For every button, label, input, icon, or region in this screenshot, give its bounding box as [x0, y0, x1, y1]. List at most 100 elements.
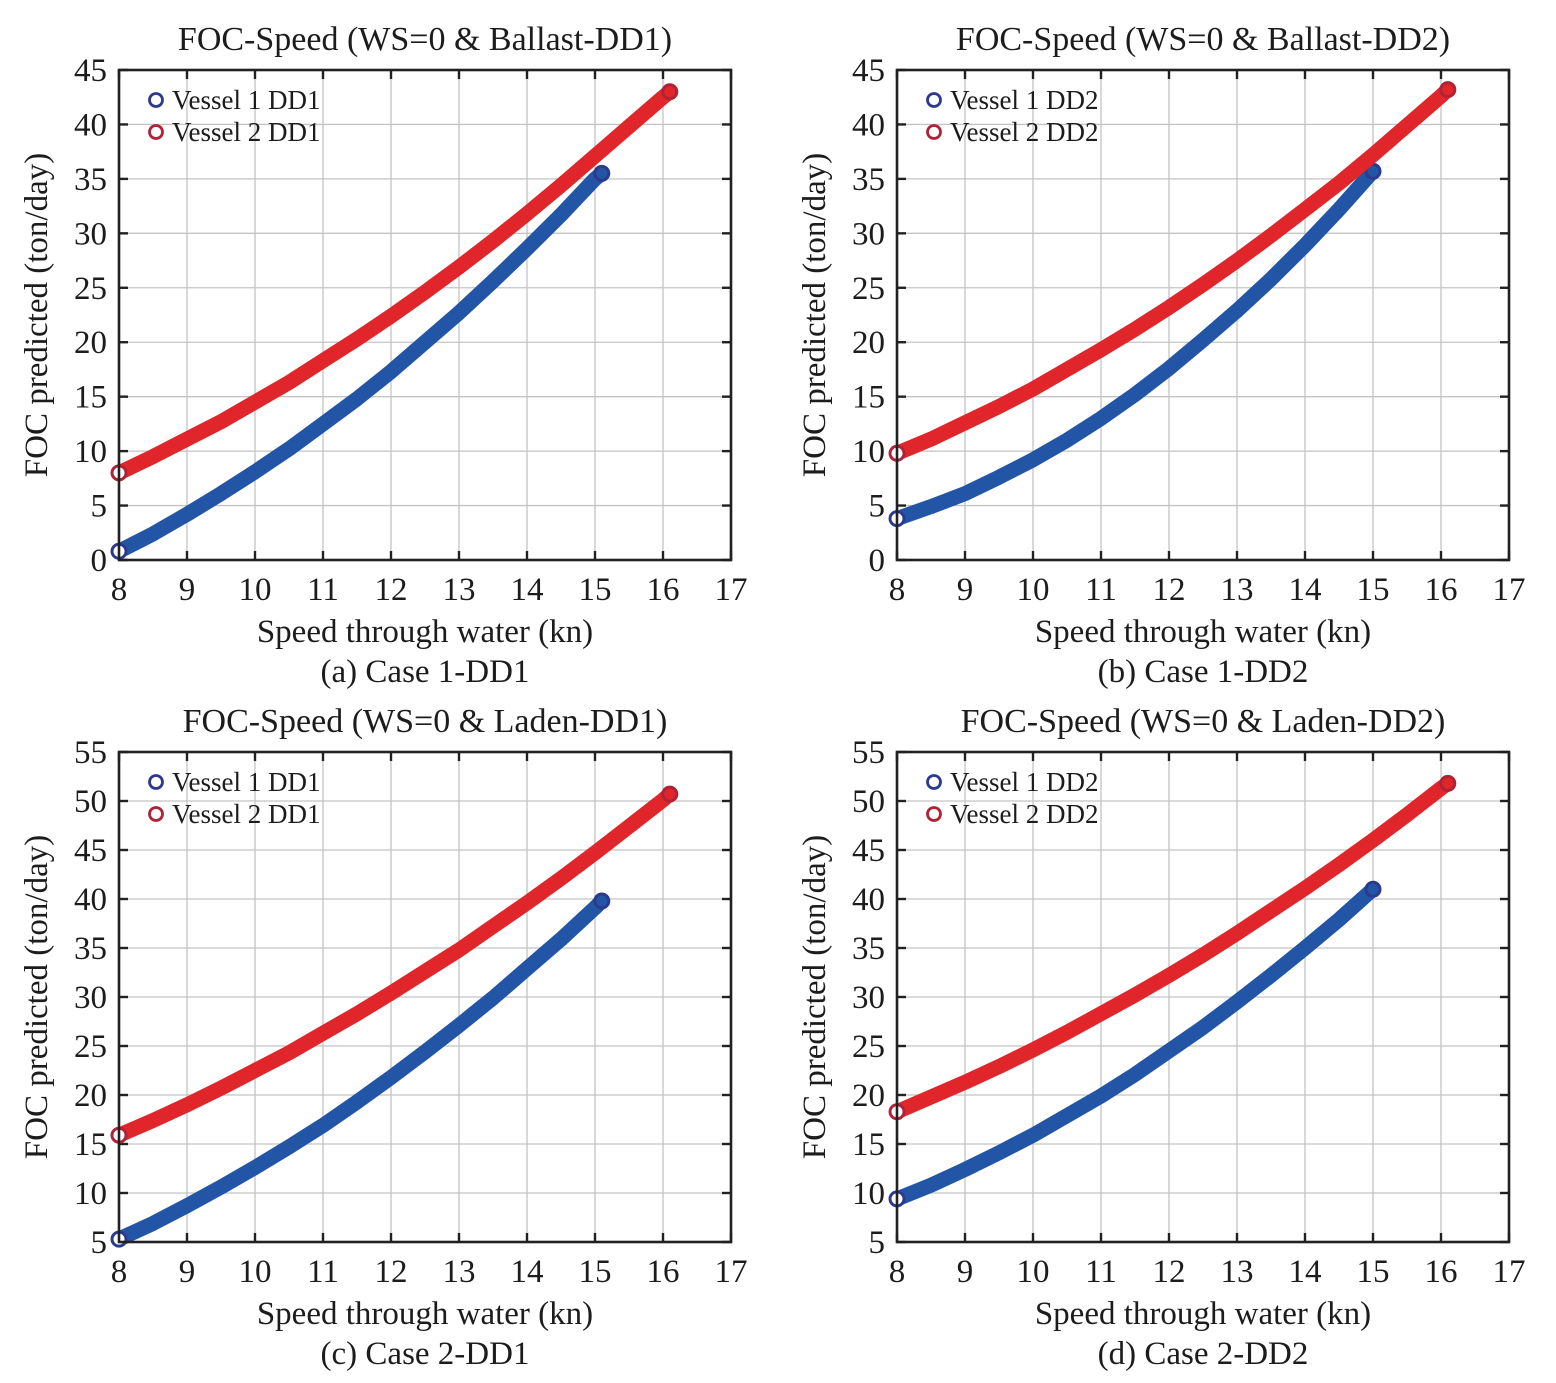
- y-tick-label: 35: [852, 162, 885, 198]
- y-tick-label: 45: [852, 833, 885, 869]
- legend-marker-vessel2: [926, 806, 942, 822]
- y-tick-label: 45: [852, 53, 885, 89]
- y-tick-label: 40: [852, 107, 885, 143]
- x-axis-label: Speed through water (kn): [257, 1296, 593, 1332]
- y-tick-label: 5: [91, 489, 108, 525]
- x-tick-label: 8: [111, 1254, 128, 1290]
- x-tick-label: 11: [1085, 1254, 1117, 1290]
- y-axis-label: FOC predicted (ton/day): [19, 153, 55, 477]
- y-tick-label: 5: [869, 489, 886, 525]
- legend-label: Vessel 1 DD2: [950, 767, 1099, 797]
- x-tick-label: 9: [179, 572, 196, 608]
- axes-frame: [895, 68, 1511, 562]
- x-tick-label: 12: [1153, 1254, 1186, 1290]
- y-tick-label: 20: [74, 325, 107, 361]
- legend-label: Vessel 1 DD2: [950, 85, 1099, 115]
- y-tick-label: 10: [74, 1176, 107, 1212]
- series-vessel1-curve: [111, 893, 610, 1247]
- y-tick-label: 5: [91, 1225, 108, 1261]
- x-tick-label: 8: [889, 572, 906, 608]
- legend-marker-vessel2: [148, 806, 164, 822]
- x-tick-label: 17: [1493, 1254, 1526, 1290]
- y-tick-label: 0: [869, 543, 886, 579]
- series-vessel2-curve: [889, 775, 1456, 1120]
- x-tick-label: 12: [375, 572, 408, 608]
- y-tick-label: 10: [852, 434, 885, 470]
- y-tick-label: 20: [852, 1078, 885, 1114]
- y-tick-label: 50: [852, 784, 885, 820]
- legend-marker-vessel2: [148, 124, 164, 140]
- chart-a: 8 9 10 11 12 13 14 15 16 17 0 5 10 15 20 25 30 35 40 45 FOC-…: [19, 21, 748, 690]
- legend-marker-vessel1: [926, 92, 942, 108]
- x-tick-label: 17: [1493, 572, 1526, 608]
- x-tick-label: 15: [1357, 572, 1390, 608]
- chart-caption: (c) Case 2-DD1: [321, 1336, 530, 1372]
- y-tick-label: 40: [74, 107, 107, 143]
- legend-label: Vessel 1 DD1: [172, 85, 321, 115]
- chart-title: FOC-Speed (WS=0 & Ballast-DD2): [956, 21, 1450, 58]
- x-tick-label: 14: [511, 572, 544, 608]
- legend-marker-vessel1: [926, 774, 942, 790]
- y-tick-label: 20: [852, 325, 885, 361]
- y-tick-label: 45: [74, 53, 107, 89]
- x-tick-label: 11: [307, 1254, 339, 1290]
- legend-label: Vessel 2 DD2: [950, 117, 1099, 147]
- legend-label: Vessel 1 DD1: [172, 767, 321, 797]
- chart-b: 8 9 10 11 12 13 14 15 16 17 0 5 10 15 20 25 30 35 40 45 FOC-…: [797, 21, 1526, 690]
- y-tick-label: 35: [852, 931, 885, 967]
- y-tick-label: 15: [74, 380, 107, 416]
- series-vessel2-curve: [111, 84, 678, 481]
- axes-frame: [117, 68, 733, 562]
- series-vessel1-curve: [111, 165, 610, 559]
- y-tick-label: 15: [852, 380, 885, 416]
- x-tick-label: 13: [1221, 572, 1254, 608]
- x-tick-label: 10: [239, 1254, 272, 1290]
- x-tick-label: 14: [1289, 572, 1322, 608]
- x-tick-label: 15: [579, 1254, 612, 1290]
- y-tick-label: 35: [74, 162, 107, 198]
- chart-caption: (b) Case 1-DD2: [1098, 654, 1309, 690]
- y-tick-label: 30: [74, 980, 107, 1016]
- axes-frame: [117, 750, 733, 1244]
- x-tick-label: 12: [375, 1254, 408, 1290]
- legend-label: Vessel 2 DD1: [172, 117, 321, 147]
- x-tick-label: 17: [715, 1254, 748, 1290]
- series-vessel2-end-marker: [661, 83, 679, 101]
- legend-label: Vessel 2 DD1: [172, 799, 321, 829]
- y-tick-label: 30: [852, 980, 885, 1016]
- x-axis-label: Speed through water (kn): [257, 614, 593, 650]
- y-tick-label: 40: [852, 882, 885, 918]
- x-tick-label: 13: [1221, 1254, 1254, 1290]
- y-tick-label: 15: [74, 1127, 107, 1163]
- y-tick-label: 30: [74, 216, 107, 252]
- y-tick-label: 25: [852, 271, 885, 307]
- x-tick-label: 14: [1289, 1254, 1322, 1290]
- x-tick-label: 10: [1017, 572, 1050, 608]
- series-vessel2-curve: [889, 82, 1456, 461]
- series-vessel1-end-marker: [593, 892, 611, 910]
- y-axis-label: FOC predicted (ton/day): [797, 153, 833, 477]
- panel-c: 8 9 10 11 12 13 14 15 16 17 5 10 15 20 25 30 35 40 45 50 55 F…: [0, 690, 778, 1372]
- x-tick-label: 12: [1153, 572, 1186, 608]
- x-tick-label: 9: [179, 1254, 196, 1290]
- series-vessel2-end-marker: [1439, 81, 1457, 99]
- series-vessel2-curve: [111, 786, 678, 1143]
- y-tick-label: 40: [74, 882, 107, 918]
- x-tick-label: 17: [715, 572, 748, 608]
- legend-marker-vessel1: [148, 92, 164, 108]
- y-tick-label: 15: [852, 1127, 885, 1163]
- y-tick-label: 45: [74, 833, 107, 869]
- y-tick-label: 20: [74, 1078, 107, 1114]
- x-tick-label: 8: [889, 1254, 906, 1290]
- series-vessel1-curve: [889, 163, 1381, 527]
- panel-a: 8 9 10 11 12 13 14 15 16 17 0 5 10 15 20 25 30 35 40 45 FOC-…: [0, 8, 778, 690]
- x-tick-label: 13: [443, 1254, 476, 1290]
- panel-b: 8 9 10 11 12 13 14 15 16 17 0 5 10 15 20 25 30 35 40 45 FOC-…: [778, 8, 1556, 690]
- x-tick-label: 13: [443, 572, 476, 608]
- y-tick-label: 10: [852, 1176, 885, 1212]
- chart-caption: (a) Case 1-DD1: [321, 654, 530, 690]
- chart-caption: (d) Case 2-DD2: [1098, 1336, 1309, 1372]
- x-axis-label: Speed through water (kn): [1035, 1296, 1371, 1332]
- y-tick-label: 30: [852, 216, 885, 252]
